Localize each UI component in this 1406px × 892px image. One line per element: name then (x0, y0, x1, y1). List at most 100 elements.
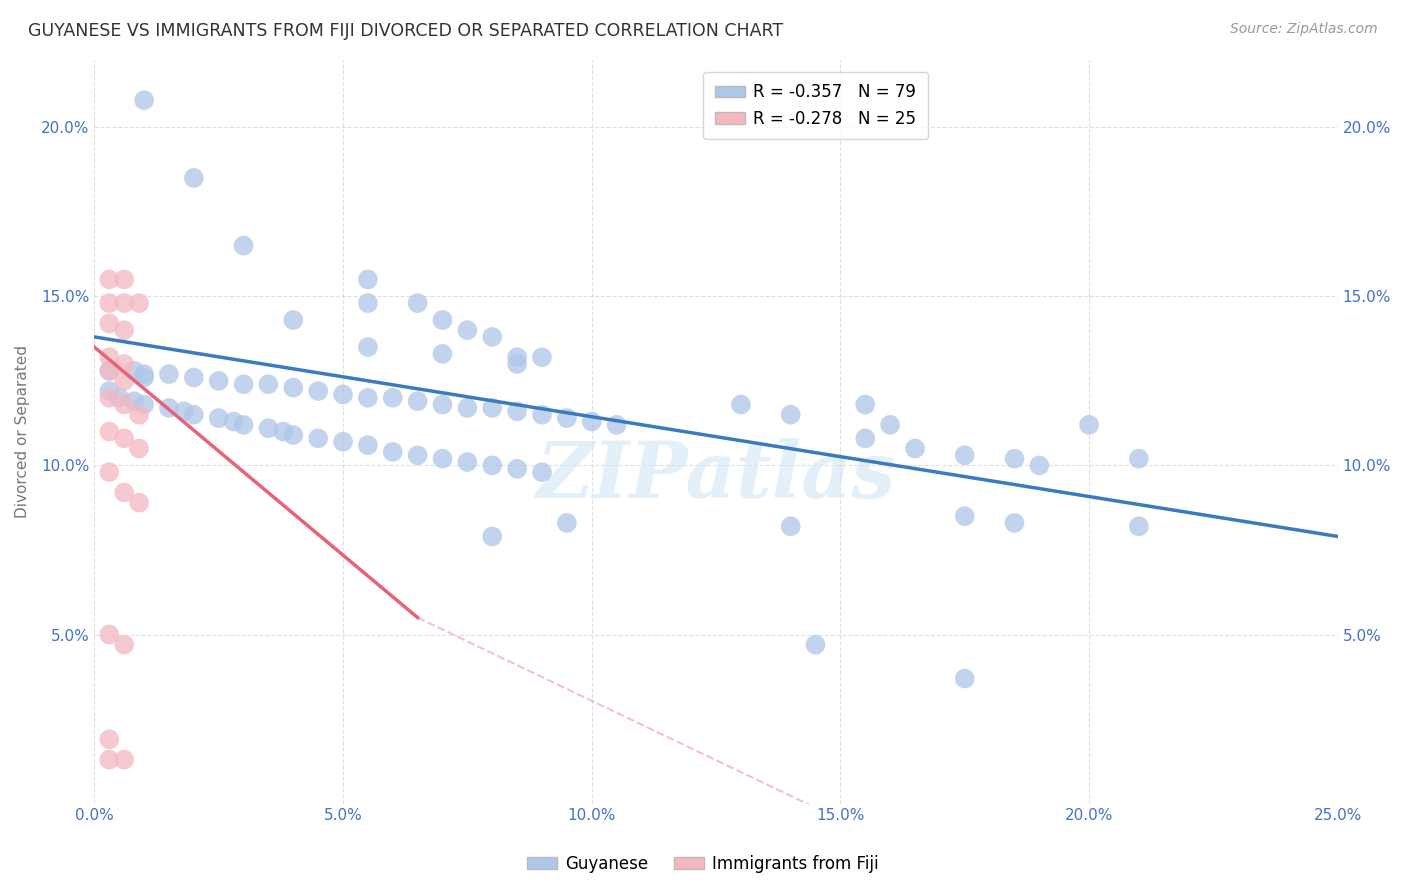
Point (506, 357, 529, 371)
Point (98, 384, 121, 398)
Point (555, 516, 578, 530)
Point (432, 313, 454, 327)
Point (98, 425, 121, 439)
Y-axis label: Divorced or Separated: Divorced or Separated (15, 345, 30, 518)
Point (1128, 451, 1150, 466)
Point (904, 442, 927, 456)
Point (730, 398, 752, 412)
Point (112, 753, 135, 767)
Point (128, 296, 150, 310)
Point (108, 391, 131, 405)
Point (112, 485, 135, 500)
Point (132, 93, 155, 107)
Point (432, 347, 454, 361)
Point (128, 495, 150, 509)
Point (953, 448, 976, 462)
Point (183, 171, 205, 186)
Point (112, 398, 135, 412)
Point (128, 442, 150, 456)
Point (406, 394, 429, 409)
Point (112, 638, 135, 652)
Point (98, 465, 121, 479)
Point (132, 398, 155, 412)
Point (1004, 451, 1026, 466)
Point (1078, 417, 1101, 432)
Text: ZIPatlas: ZIPatlas (536, 438, 896, 515)
Point (432, 451, 454, 466)
Point (1128, 519, 1150, 533)
Point (953, 672, 976, 686)
Point (98, 350, 121, 364)
Point (357, 296, 380, 310)
Point (122, 394, 145, 409)
Point (183, 370, 205, 384)
Point (481, 330, 503, 344)
Point (128, 408, 150, 422)
Point (232, 238, 254, 252)
Point (853, 431, 876, 445)
Point (779, 408, 801, 422)
Point (555, 411, 578, 425)
Point (98, 364, 121, 378)
Point (112, 272, 135, 286)
Point (112, 323, 135, 337)
Point (481, 458, 503, 473)
Point (456, 323, 478, 337)
Point (98, 391, 121, 405)
Point (232, 377, 254, 392)
Point (132, 367, 155, 381)
Point (222, 414, 245, 428)
Point (953, 509, 976, 524)
Point (481, 529, 503, 543)
Point (332, 387, 354, 401)
Point (183, 408, 205, 422)
Point (307, 384, 329, 398)
Point (506, 462, 529, 476)
Point (257, 421, 280, 435)
Point (157, 401, 180, 415)
Point (307, 431, 329, 445)
Point (530, 465, 553, 479)
Point (406, 448, 429, 462)
Legend: Guyanese, Immigrants from Fiji: Guyanese, Immigrants from Fiji (520, 848, 886, 880)
Point (98, 272, 121, 286)
Point (1004, 516, 1026, 530)
Point (112, 357, 135, 371)
Point (157, 367, 180, 381)
Point (98, 296, 121, 310)
Point (381, 445, 404, 459)
Text: Source: ZipAtlas.com: Source: ZipAtlas.com (1230, 22, 1378, 37)
Point (506, 350, 529, 364)
Text: GUYANESE VS IMMIGRANTS FROM FIJI DIVORCED OR SEPARATED CORRELATION CHART: GUYANESE VS IMMIGRANTS FROM FIJI DIVORCE… (28, 22, 783, 40)
Point (173, 404, 195, 418)
Point (98, 364, 121, 378)
Point (381, 391, 404, 405)
Point (273, 425, 295, 439)
Point (98, 317, 121, 331)
Point (122, 364, 145, 378)
Point (132, 370, 155, 384)
Point (208, 411, 231, 425)
Point (606, 417, 628, 432)
Point (112, 296, 135, 310)
Point (804, 638, 827, 652)
Point (432, 398, 454, 412)
Point (506, 404, 529, 418)
Point (98, 753, 121, 767)
Point (481, 401, 503, 415)
Point (406, 296, 429, 310)
Point (357, 391, 380, 405)
Point (98, 627, 121, 641)
Legend: R = -0.357   N = 79, R = -0.278   N = 25: R = -0.357 N = 79, R = -0.278 N = 25 (703, 71, 928, 139)
Point (853, 398, 876, 412)
Point (283, 428, 305, 442)
Point (879, 417, 901, 432)
Point (779, 519, 801, 533)
Point (530, 408, 553, 422)
Point (232, 417, 254, 432)
Point (112, 431, 135, 445)
Point (332, 434, 354, 449)
Point (456, 455, 478, 469)
Point (357, 272, 380, 286)
Point (581, 414, 603, 428)
